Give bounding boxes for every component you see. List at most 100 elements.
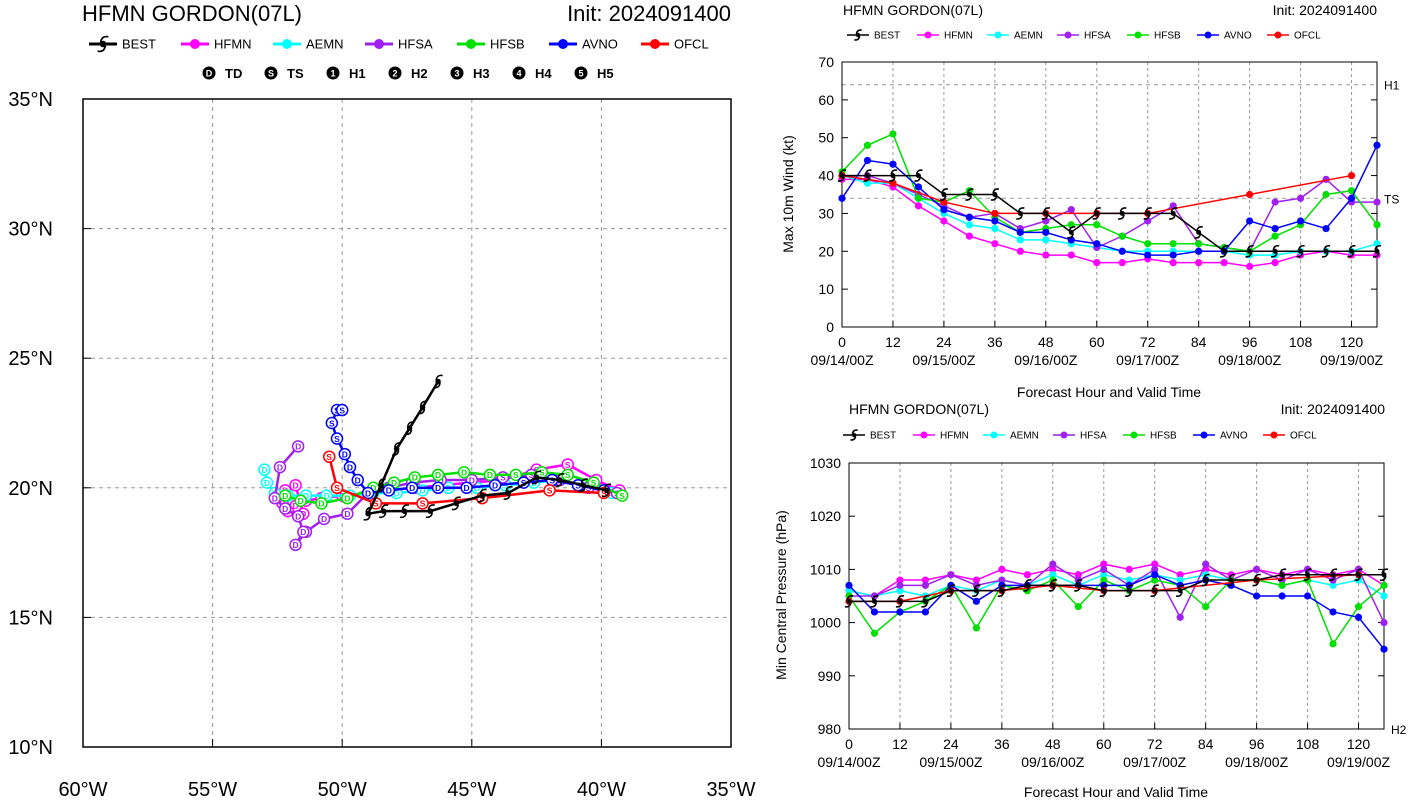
track-point-marker <box>258 463 271 476</box>
best-symbol-arm <box>941 188 949 194</box>
series-point-avno <box>1347 194 1356 202</box>
best-symbol-arm <box>1016 214 1023 220</box>
track-point-marker <box>351 473 365 487</box>
series-point-hfsb <box>1169 240 1177 248</box>
best-symbol-arm <box>557 473 565 479</box>
track-point-hfsb: D <box>408 471 422 484</box>
track-point-marker <box>460 481 473 495</box>
best-symbol-core <box>999 588 1005 594</box>
best-symbol-arm <box>914 176 922 182</box>
pressure-init-label: Init: 2024091400 <box>1281 401 1386 417</box>
track-point-hfsb: D <box>315 497 328 510</box>
tick-label-y: 1020 <box>810 508 841 524</box>
best-symbol-arm <box>990 195 998 201</box>
track-point-aemn: D <box>258 463 271 476</box>
best-symbol-arm <box>380 504 389 510</box>
tick-label-y: 20 <box>818 243 834 259</box>
track-point-hfsa: D <box>317 512 331 526</box>
track-point-glyph: D <box>394 488 400 498</box>
track-point-best <box>477 488 487 503</box>
series-point-best <box>1168 207 1178 220</box>
best-symbol-core <box>855 32 861 38</box>
series-point-best <box>1328 568 1338 582</box>
series-point-best <box>1219 244 1229 258</box>
track-point-glyph: D <box>487 470 493 480</box>
best-symbol-arm <box>855 29 862 34</box>
series-point-avno <box>1195 247 1203 255</box>
series-point-best <box>939 188 949 201</box>
intensity-legend-glyph: S <box>268 69 274 79</box>
wind-legend: BEST HFMN AEMN HFSA HFSB AVNO OFCL <box>847 29 1321 42</box>
series-point-aemn <box>1042 236 1050 244</box>
series-point-best <box>1252 573 1261 587</box>
best-symbol-arm <box>888 176 896 182</box>
track-point-glyph: S <box>575 481 581 491</box>
legend-label-hfsa: HFSA <box>398 37 433 52</box>
series-point-best <box>1354 568 1363 582</box>
best-symbol-core <box>1374 248 1380 254</box>
series-point-avno <box>1042 228 1050 236</box>
track-point-glyph: S <box>373 499 379 509</box>
best-symbol-arm <box>376 486 384 493</box>
track-point-hfsa: D <box>291 510 305 523</box>
track-point-glyph: D <box>303 491 309 501</box>
series-point-hfsb <box>972 624 980 632</box>
track-line-best <box>366 380 607 515</box>
track-point-glyph: D <box>292 481 298 491</box>
best-symbol-core <box>393 446 400 452</box>
date-tick-label: 09/18/00Z <box>1225 754 1288 770</box>
best-symbol-arm <box>999 584 1007 590</box>
best-symbol-arm <box>972 591 979 598</box>
best-symbol-core <box>1152 588 1158 594</box>
date-tick-label: 09/19/00Z <box>1327 754 1390 770</box>
best-symbol-arm <box>1041 214 1049 220</box>
track-point-marker <box>338 447 352 461</box>
best-symbol-core <box>1043 210 1049 216</box>
best-symbol-core <box>1170 210 1176 216</box>
intensity-legend-item-h5: 5 H5 <box>574 66 614 81</box>
tick-label-x: 48 <box>1045 736 1061 752</box>
series-point-hfmn <box>1042 251 1050 259</box>
series-point-best <box>870 594 879 608</box>
series-point-avno <box>1144 251 1152 259</box>
track-point-ofcl: S <box>543 484 556 497</box>
track-point-marker <box>322 450 336 463</box>
track-point-glyph: D <box>295 512 301 522</box>
best-symbol-arm <box>580 478 588 484</box>
best-symbol-core <box>378 482 384 488</box>
series-point-avno <box>1118 247 1126 255</box>
intensity-legend-label: TD <box>225 66 242 81</box>
intensity-legend-glyph: 4 <box>516 69 521 79</box>
series-line-best <box>842 174 1377 253</box>
series-best <box>837 169 1382 258</box>
series-point-hfsb <box>870 629 879 637</box>
intensity-legend-symbol <box>450 66 464 80</box>
best-symbol-core <box>1126 588 1132 594</box>
legend-label-avno: AVNO <box>1220 431 1248 442</box>
date-tick-label: 09/17/00Z <box>1123 754 1186 770</box>
best-symbol-arm <box>1330 568 1338 574</box>
track-point-marker <box>361 486 375 500</box>
best-symbol-arm <box>1296 252 1304 258</box>
track-point-marker <box>278 502 292 515</box>
best-symbol-arm <box>1348 244 1356 251</box>
best-symbol-arm <box>1150 591 1158 598</box>
legend-marker-avno <box>1204 31 1212 39</box>
tick-label-y: 10 <box>818 281 834 297</box>
tick-label-x: 48 <box>1038 334 1054 350</box>
best-symbol-arm <box>99 35 109 43</box>
track-point-best <box>578 478 588 493</box>
series-point-hfsa <box>1373 198 1381 206</box>
series-line-avno <box>841 144 1378 256</box>
series-point-hfmn <box>1093 259 1101 267</box>
best-symbol-arm <box>1074 586 1081 592</box>
best-symbol-arm <box>433 382 441 389</box>
best-symbol-arm <box>451 504 460 511</box>
intensity-legend: D TD S TS 1 H1 2 H2 3 H3 4 H4 5 H5 <box>202 66 614 81</box>
best-symbol-core <box>1145 210 1151 216</box>
track-point-marker <box>561 468 574 482</box>
best-symbol-arm <box>915 169 923 175</box>
track-point-avno: D <box>382 484 396 497</box>
series-point-hfsa <box>1380 619 1388 627</box>
intensity-legend-label: H2 <box>411 66 428 81</box>
